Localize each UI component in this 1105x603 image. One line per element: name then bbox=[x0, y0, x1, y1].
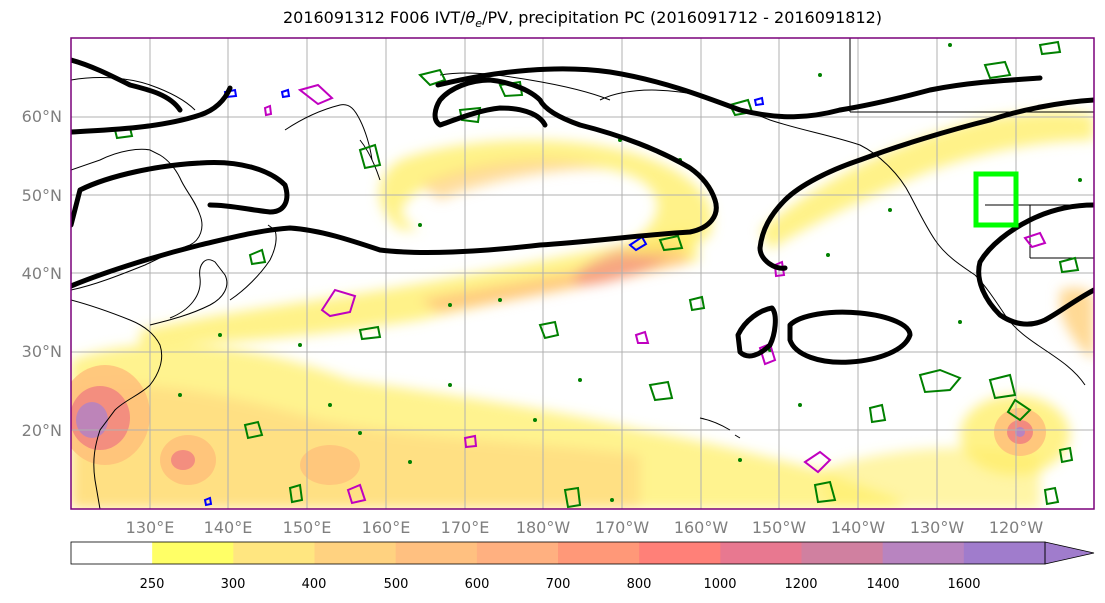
graticule bbox=[71, 38, 1094, 509]
colorbar-ticks: 250 300 400 500 600 700 800 1000 1200 14… bbox=[140, 577, 981, 592]
lon-label-140w: 140°W bbox=[831, 518, 886, 537]
colorbar-tick-label: 600 bbox=[465, 577, 490, 592]
pv-dots-green bbox=[178, 43, 1082, 502]
highlight-box bbox=[973, 171, 1019, 228]
colorbar-cell bbox=[882, 542, 965, 564]
map-area bbox=[70, 37, 1095, 510]
colorbar-tick-label: 400 bbox=[302, 577, 327, 592]
colorbar-tick-label: 500 bbox=[384, 577, 409, 592]
colorbar-tick-label: 300 bbox=[221, 577, 246, 592]
colorbar-tick-label: 1600 bbox=[947, 577, 980, 592]
latitude-labels: 60°N 50°N 40°N 30°N 20°N bbox=[22, 107, 62, 440]
colorbar-extend-arrow bbox=[1044, 541, 1095, 565]
lon-label-150w: 150°W bbox=[752, 518, 807, 537]
colorbar-cell bbox=[558, 542, 640, 564]
colorbar-tick-label: 1000 bbox=[703, 577, 736, 592]
lat-label-50n: 50°N bbox=[22, 186, 62, 205]
colorbar-tick-label: 800 bbox=[627, 577, 652, 592]
colorbar-cell bbox=[395, 542, 478, 564]
colorbar-tick-label: 250 bbox=[140, 577, 165, 592]
lon-label-170w: 170°W bbox=[595, 518, 650, 537]
storm-cores bbox=[71, 365, 1046, 485]
map-frame bbox=[70, 37, 1095, 510]
colorbar-cell bbox=[801, 542, 884, 564]
colorbar-cell bbox=[233, 542, 315, 564]
lat-label-40n: 40°N bbox=[22, 264, 62, 283]
lon-label-120w: 120°W bbox=[989, 518, 1044, 537]
lon-label-150e: 150°E bbox=[283, 518, 332, 537]
colorbar-cell bbox=[476, 542, 559, 564]
colorbar-tick-label: 1400 bbox=[866, 577, 899, 592]
colorbar-cell bbox=[71, 542, 153, 564]
pv-contours-green bbox=[113, 40, 1080, 509]
colorbar-frame bbox=[70, 541, 1046, 565]
colorbar-tick-label: 700 bbox=[546, 577, 571, 592]
lon-label-130e: 130°E bbox=[126, 518, 175, 537]
ivt-shading bbox=[71, 111, 1094, 509]
lon-label-180w: 180°W bbox=[516, 518, 571, 537]
colorbar-cell bbox=[314, 542, 397, 564]
colorbar-cell bbox=[720, 542, 802, 564]
lat-label-30n: 30°N bbox=[22, 342, 62, 361]
colorbar-tick-label: 1200 bbox=[784, 577, 817, 592]
lat-label-20n: 20°N bbox=[22, 421, 62, 440]
colorbar-cell bbox=[963, 542, 1046, 564]
lon-label-140e: 140°E bbox=[204, 518, 253, 537]
pv-contours-magenta bbox=[263, 83, 1047, 505]
colorbar: 250 300 400 500 600 700 800 1000 1200 14… bbox=[70, 541, 1095, 592]
colorbar-cell bbox=[639, 542, 721, 564]
longitude-labels: 130°E 140°E 150°E 160°E 170°E 180°W 170°… bbox=[126, 518, 1044, 537]
lon-label-130w: 130°W bbox=[910, 518, 965, 537]
theta-e-contours bbox=[71, 57, 1094, 365]
lat-label-60n: 60°N bbox=[22, 107, 62, 126]
colorbar-cells bbox=[71, 542, 1046, 564]
lon-label-160w: 160°W bbox=[674, 518, 729, 537]
figure-title: 2016091312 F006 IVT/θe/PV, precipitation… bbox=[282, 8, 883, 31]
lon-label-160e: 160°E bbox=[362, 518, 411, 537]
lon-label-170e: 170°E bbox=[441, 518, 490, 537]
colorbar-cell bbox=[152, 542, 234, 564]
